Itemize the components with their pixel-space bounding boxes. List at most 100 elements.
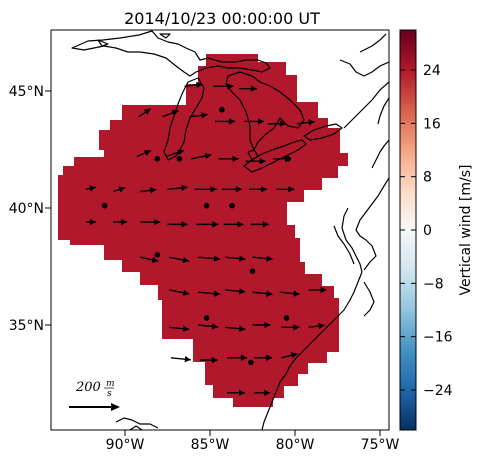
colorbar-tick-label: −8 [423,276,444,292]
coastline-segment [285,271,363,375]
wind-vector [136,149,152,158]
station-marker [203,202,210,209]
coastline-segment [341,207,363,273]
wind-vector [227,354,247,361]
wind-vector [113,218,128,226]
lon-ticks: 90°W 85°W 80°W 75°W [106,430,400,453]
wind-vector [194,186,217,193]
wind-vector [198,255,221,262]
colorbar-tick-label: 16 [423,116,441,132]
wind-vector [227,389,245,397]
coastline-segment [159,33,171,39]
wind-vector [308,322,325,330]
lat-ticks: 45°N 40°N 35°N [9,84,51,334]
wind-vector [267,120,286,127]
wind-vector [167,221,188,228]
wind-vector [296,119,315,126]
wind-vector [85,218,96,226]
station-marker [283,315,290,321]
colorbar-tick-label: 8 [423,170,432,186]
wind-vector [196,221,219,228]
wind-vector [215,118,236,125]
wind-vector [238,85,257,92]
colorbar-tick-label: −24 [423,383,453,399]
wind-vector [225,325,246,332]
coastline-segment [247,149,259,161]
wind-vector [252,290,273,297]
wind-vector [254,354,273,361]
colorbar-ticks: 24 16 8 0 −8 −16 −24 [400,63,453,399]
wind-vector [254,389,271,397]
wind-vector [225,255,246,262]
lat-tick-label: 40°N [9,201,44,217]
map-frame [50,29,390,431]
colorbar-tick-label: 24 [423,63,441,79]
wind-vector [198,290,221,297]
coastline-segment [225,71,305,151]
coastline-segment [115,417,159,429]
coastline-segment [261,373,287,430]
wind-vector [140,187,157,194]
map-title: 2014/10/23 00:00:00 UT [124,9,320,28]
wind-vector [252,321,271,329]
wind-vector [167,184,188,192]
station-marker [229,202,235,209]
station-marker [219,106,225,113]
wind-vector [169,289,190,296]
wind-vector [281,352,298,359]
wind-vector [140,256,159,263]
station-marker [203,315,210,321]
wind-vector [225,288,246,295]
colorbar-tick-label: 0 [423,223,432,239]
station-marker [285,156,292,162]
wind-vector [198,323,219,330]
station-marker [176,156,183,162]
wind-vector [221,186,242,193]
lat-tick-label: 35°N [9,318,44,334]
wind-vector [308,286,327,294]
wind-vector [252,255,273,262]
wind-vector [189,112,208,119]
wind-vectors [85,81,327,397]
coastline-segment [71,30,271,77]
colorbar: 24 16 8 0 −8 −16 −24 Vertical wind [m/s] [399,29,474,431]
scale-arrow-value: 200 [75,380,101,395]
wind-vector [138,108,151,118]
coastline-segment [371,139,389,169]
wind-vector [112,186,126,193]
vertical-wind-field [58,54,348,407]
wind-vector [245,158,266,165]
coastlines [71,30,389,430]
wind-vector [218,155,239,163]
scale-arrow-unit-den: s [107,389,112,399]
wind-vector [169,256,190,264]
coastline-segment [363,281,375,317]
wind-vector [165,149,185,158]
scale-arrow-head [111,403,120,411]
station-marker [101,202,108,209]
vertical-wind-region [58,54,348,407]
coastline-segment [333,225,355,265]
station-marker [154,156,161,162]
wind-vector [184,81,203,89]
wind-vector [250,221,269,228]
colorbar-tick-label: −16 [423,330,453,346]
coastline-segment [303,123,343,141]
stations [101,106,292,366]
coastline-segment [377,97,389,125]
colorbar-label: Vertical wind [m/s] [458,165,474,296]
scale-arrow: 200 m s [69,379,120,411]
wind-vector [279,290,300,297]
lon-tick-label: 80°W [276,437,315,453]
coastline-segment [243,139,307,173]
wind-vector [85,185,97,192]
wind-vector [191,152,212,160]
wind-vector [244,118,264,125]
coastline-segment [359,33,387,53]
coastline-segment [355,177,389,271]
wind-vector [169,325,190,332]
wind-vector [170,355,191,363]
coastline-segment [129,425,143,430]
lon-tick-label: 75°W [361,437,400,453]
